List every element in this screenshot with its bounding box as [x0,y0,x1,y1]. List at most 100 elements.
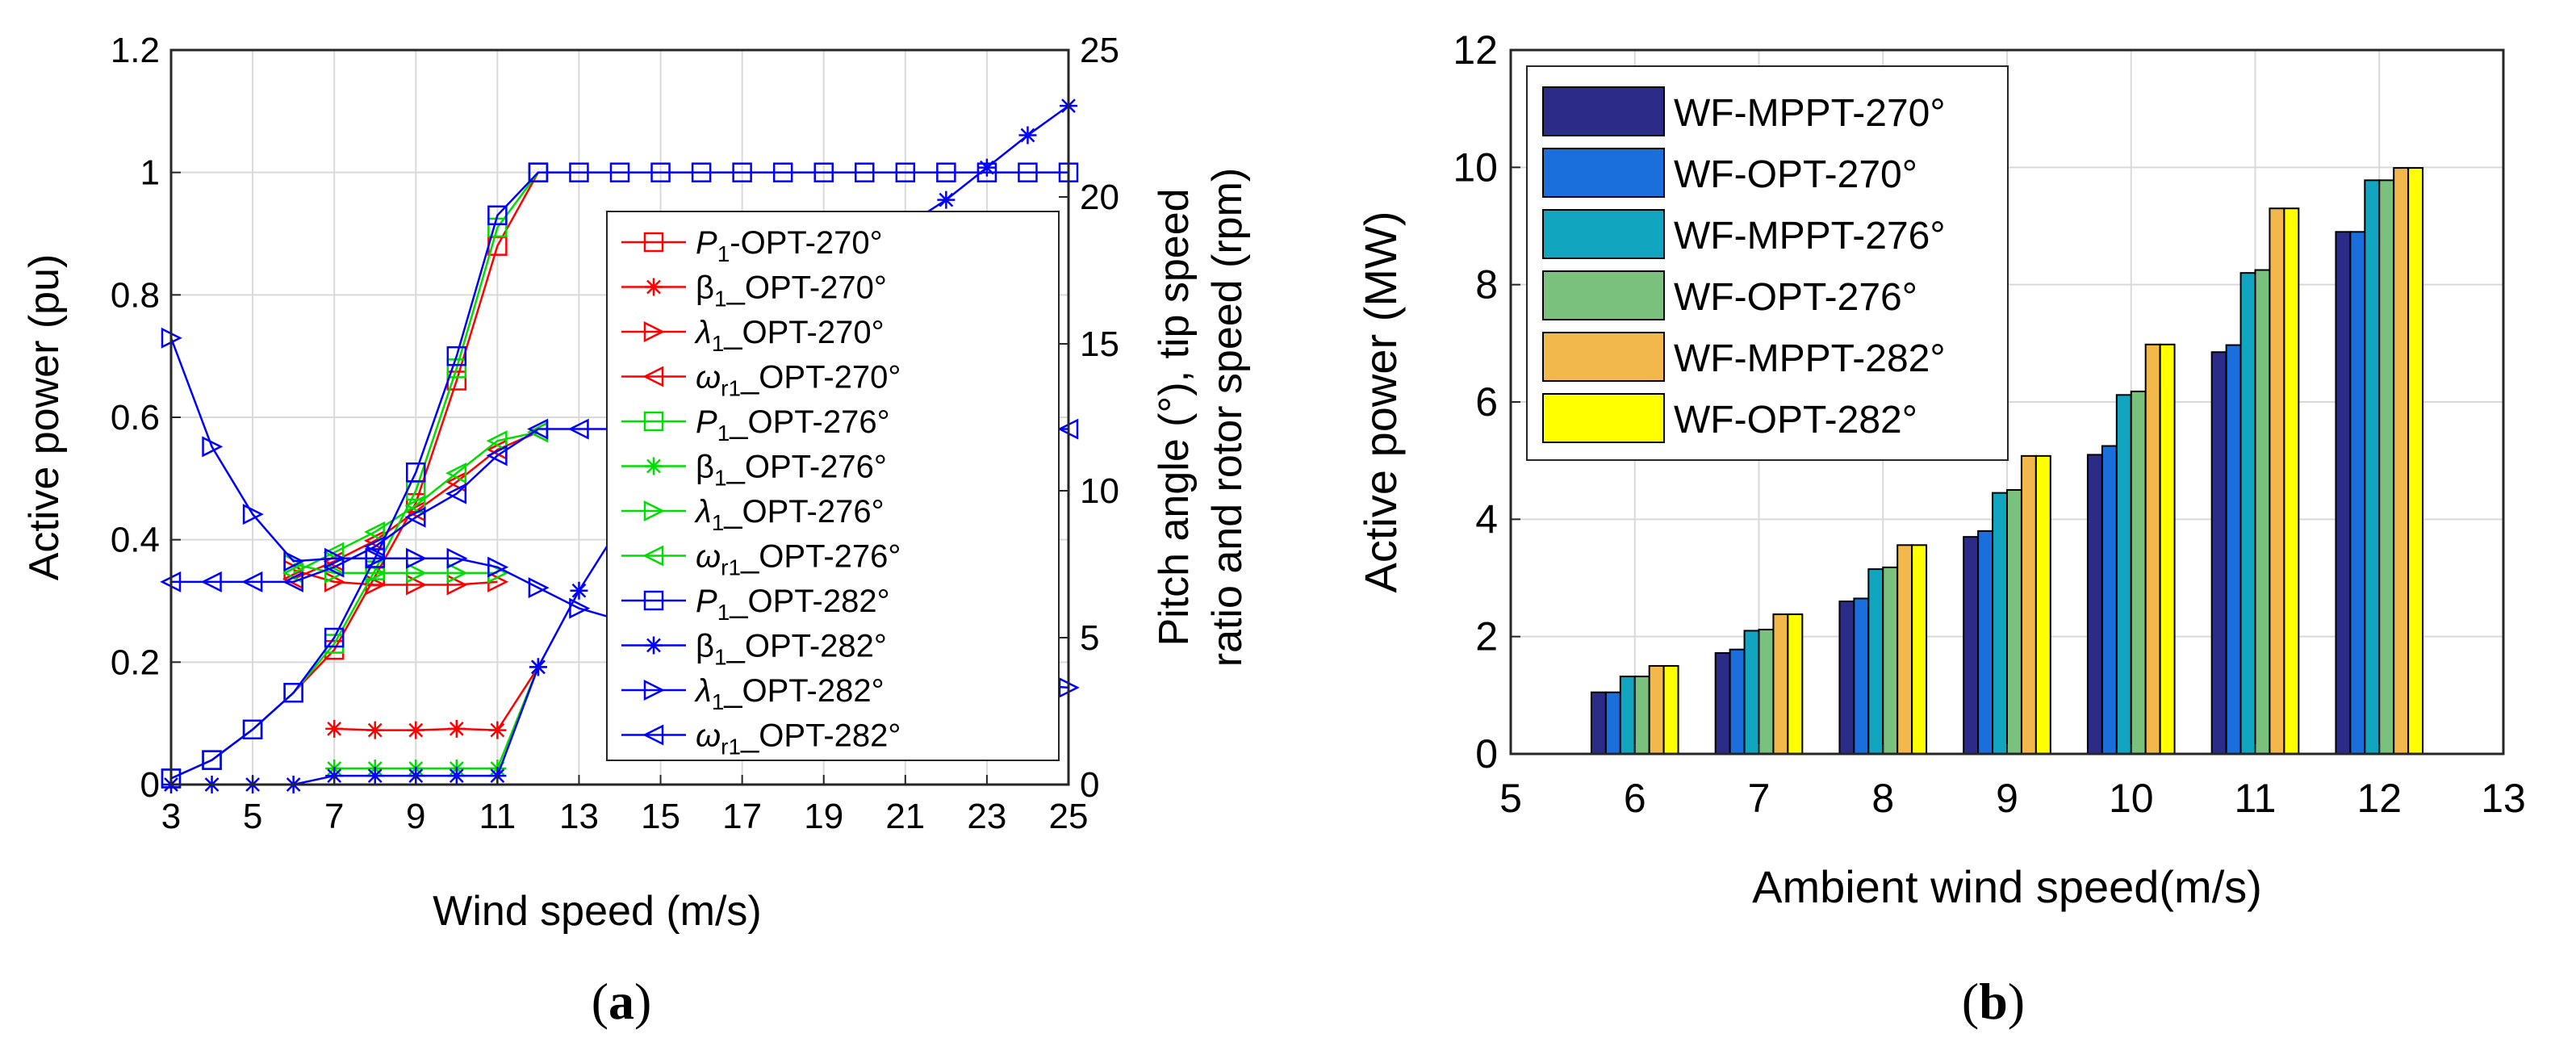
chart-a-legend-subscript: 1 [717,600,730,625]
chart-a-legend-subscript: 1 [717,241,730,266]
chart-a-data-point [406,562,428,584]
chart-b-bar [2407,167,2424,755]
chart-a-right-tick-label: 15 [1080,324,1119,364]
chart-b-bar [1977,530,1994,755]
chart-b-x-tick-label: 5 [1499,776,1522,821]
chart-a-legend-marker [643,679,665,701]
chart-a-series-line [293,431,539,580]
chart-a-data-point [406,574,428,596]
chart-a-right-tick-label: 10 [1080,471,1119,511]
chart-b-bar [1787,613,1804,756]
chart-a-data-point [404,495,426,517]
chart-b-legend: WF-MPPT-270° WF-OPT-270° WF-MPPT-276° WF-OP… [1526,65,2009,461]
chart-b-x-tick-label: 13 [2481,776,2526,821]
chart-a-data-point [487,556,509,578]
chart-a-right-tick-label: 0 [1080,765,1099,805]
chart-a-x-tick-label: 3 [161,797,181,836]
chart-a-data-point [650,162,671,182]
chart-a-data-point [324,627,345,648]
chart-b-bars [1590,167,2424,756]
chart-a-data-point [283,683,303,703]
chart-a-data-point [363,536,385,558]
chart-a-data-point [404,506,426,528]
chart-a-x-tick-label: 21 [885,797,925,836]
chart-a-legend-symbol: β [696,270,714,306]
chart-b-bar [1590,691,1607,756]
chart-a-ticks: 3 5 7 9 11 13 15 17 19 21 23 2500.20.40.60.811.2051… [111,31,1119,836]
chart-a-legend-label: ωr1_OPT-276° [696,539,901,580]
chart-b-x-tick-label: 11 [2235,776,2277,821]
chart-a-legend-suffix: _OPT-282° [729,584,889,619]
chart-a-legend-symbol: ω [696,539,721,575]
chart-b-bar [1911,544,1928,755]
chart-a-data-point [202,436,224,458]
chart-b-legend-label: WF-MPPT-270° [1674,92,1946,135]
chart-b-bar [1882,566,1899,755]
chart-a-data-point [241,571,263,592]
chart-b-y-tick-label: 2 [1475,614,1498,659]
chart-a-legend-marker [642,724,664,746]
chart-a-legend-subscript: 1 [717,421,730,446]
chart-a-series-8 [161,162,1079,789]
chart-b-x-tick-label: 9 [1996,776,2018,821]
chart-a-data-point [813,162,834,182]
chart-a-y-tick-label: 0.6 [111,398,160,437]
chart-a-data-point [407,721,425,739]
chart-a-right-axis-label-line-2: ratio and rotor speed (rpm) [1204,168,1251,668]
chart-a-data-point [406,547,428,569]
chart-b-bar [1896,544,1913,755]
chart-b-bar [2239,272,2256,755]
chart-a-legend-symbol: β [696,629,714,664]
chart-b-y-tick-label: 6 [1475,379,1498,425]
chart-b-legend-label: WF-OPT-276° [1674,276,1917,319]
chart-b-bar [2020,454,2037,755]
chart-b-bar [2034,454,2051,755]
chart-b-bar [1662,665,1679,755]
chart-a-series-line [170,171,1068,780]
chart-a-legend-marker [643,590,664,611]
chart-a-series-line [293,430,539,575]
chart-a-data-point [528,162,549,182]
chart-a-legend-subscript: 1 [714,287,727,312]
chart-b-legend-swatch [1542,393,1665,443]
chart-a-legend-marker [642,545,664,567]
chart-a-data-point [242,504,264,525]
chart-a-x-tick-label: 9 [406,797,425,836]
chart-b-y-axis-label: Active power (MW) [1355,211,1406,593]
chart-a-x-tick-label: 25 [1049,797,1089,836]
chart-a-data-point [323,542,345,563]
chart-b-bar [2101,445,2118,755]
chart-b-x-tick-label: 8 [1871,776,1894,821]
chart-b-bar [1743,630,1760,756]
chart-a-y-tick-label: 0.4 [111,521,160,560]
chart-a-series-7 [282,421,549,584]
chart-b-legend-swatch [1542,270,1665,320]
chart-b-bar [2130,390,2147,755]
chart-b-bar [2349,231,2366,755]
chart-a-data-point [527,418,549,440]
chart-a-legend-label: β1_OPT-270° [696,270,887,312]
chart-a-x-tick-label: 5 [243,797,262,836]
chart-a-data-point [445,463,467,484]
chart-a-legend-label: ωr1_OPT-270° [696,360,901,401]
chart-a-legend-symbol: λ [694,494,712,530]
chart-b-bar [1619,676,1636,756]
chart-b-bar [1633,676,1650,756]
chart-b-legend-label: WF-MPPT-282° [1674,337,1946,380]
chart-a-data-point [569,162,589,182]
chart-b-y-tick-label: 4 [1475,496,1498,542]
chart-a-data-point [363,521,385,542]
chart-a-right-tick-label: 25 [1080,31,1119,70]
chart-a-y-axis-label: Active power (pu) [21,254,68,581]
chart-b-bar [2115,394,2132,755]
chart-a: 3 5 7 9 11 13 15 17 19 21 23 2500.20.40.60.811.2051… [21,31,1251,1030]
chart-a-right-tick-label: 5 [1080,618,1099,658]
chart-b-bar [2225,344,2242,755]
chart-b-x-tick-label: 7 [1748,776,1771,821]
chart-b-x-tick-label: 10 [2109,776,2154,821]
chart-b-y-tick-label: 0 [1475,731,1498,776]
chart-b-bar [2210,351,2227,755]
chart-b-bar [2254,269,2271,755]
chart-b-y-tick-label: 8 [1475,262,1498,308]
chart-a-data-point [323,556,345,578]
